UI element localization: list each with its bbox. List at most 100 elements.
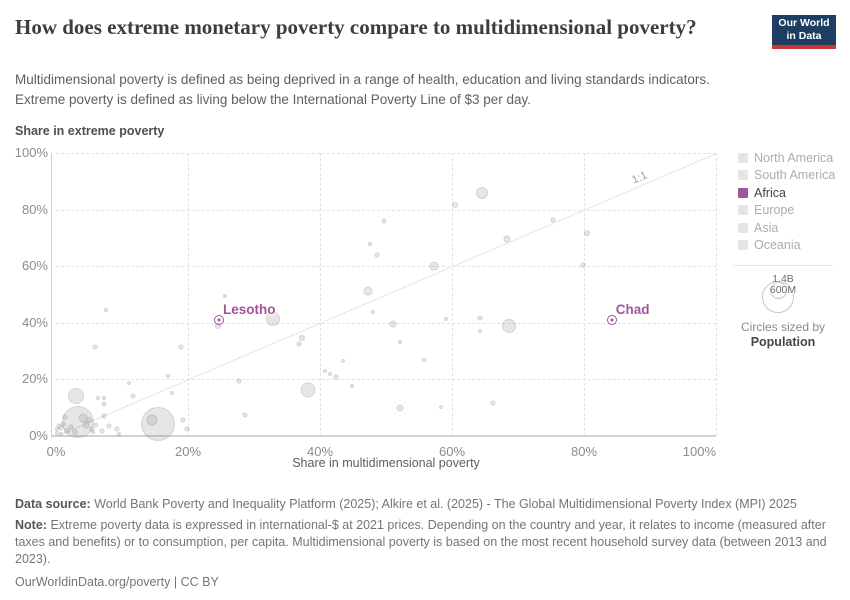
data-point[interactable] [323, 368, 328, 373]
data-point[interactable] [222, 293, 227, 298]
data-point[interactable] [477, 315, 483, 321]
data-point[interactable] [368, 241, 373, 246]
legend-item-south-america[interactable]: South America [733, 167, 845, 185]
data-point[interactable] [103, 308, 108, 313]
x-axis-line [51, 435, 716, 437]
country-label-chad[interactable]: Chad [615, 301, 650, 317]
data-point[interactable] [117, 432, 122, 437]
data-point[interactable] [381, 218, 387, 224]
note-line: Note: Extreme poverty data is expressed … [15, 518, 827, 566]
data-point[interactable] [266, 311, 281, 326]
note-label: Note: [15, 518, 47, 532]
highlighted-point-lesotho[interactable] [214, 314, 225, 325]
legend-item-asia[interactable]: Asia [733, 219, 845, 237]
data-point[interactable] [327, 372, 332, 377]
legend-label: South America [754, 168, 836, 183]
size-legend-caption-bold: Population [750, 335, 816, 349]
owid-logo-redbar [772, 45, 836, 49]
data-point[interactable] [101, 413, 107, 419]
y-gridline [56, 322, 716, 324]
data-point[interactable] [93, 422, 99, 428]
data-point[interactable] [580, 262, 586, 268]
data-point[interactable] [90, 429, 95, 434]
data-point[interactable] [86, 416, 92, 423]
data-point[interactable] [296, 341, 302, 347]
data-point[interactable] [501, 319, 516, 334]
data-point[interactable] [64, 427, 71, 434]
legend-item-europe[interactable]: Europe [733, 202, 845, 220]
data-point[interactable] [114, 426, 120, 432]
country-label-lesotho[interactable]: Lesotho [223, 301, 276, 317]
legend-item-oceania[interactable]: Oceania [733, 237, 845, 255]
data-point[interactable] [99, 428, 105, 434]
y-gridline [56, 266, 716, 268]
data-point[interactable] [503, 235, 511, 243]
data-point[interactable] [550, 217, 556, 223]
data-point[interactable] [490, 400, 496, 406]
data-point[interactable] [349, 383, 354, 388]
data-point[interactable] [478, 329, 483, 334]
data-point[interactable] [95, 396, 100, 401]
data-point[interactable] [89, 426, 95, 432]
data-point[interactable] [422, 357, 427, 362]
y-tick-label: 20% [21, 371, 48, 387]
y-tick-label: 80% [21, 201, 48, 217]
x-axis-title: Share in multidimensional poverty [292, 456, 480, 470]
data-point[interactable] [58, 432, 63, 437]
x-tick-label: 40% [306, 444, 334, 459]
data-point[interactable] [438, 404, 443, 409]
y-tick-label: 0% [29, 428, 48, 443]
data-point[interactable] [62, 414, 68, 420]
data-point[interactable] [126, 380, 131, 385]
data-source-line: Data source: World Bank Poverty and Ineq… [15, 497, 797, 511]
owid-link[interactable]: OurWorldinData.org/poverty | CC BY [15, 575, 219, 589]
legend-swatch [738, 187, 748, 198]
data-point[interactable] [178, 344, 184, 350]
data-point[interactable] [444, 317, 449, 322]
x-tick-label: 100% [682, 444, 716, 459]
data-point[interactable] [236, 378, 242, 384]
data-point[interactable] [146, 414, 158, 426]
data-point[interactable] [363, 286, 373, 296]
data-point[interactable] [475, 186, 488, 199]
data-point[interactable] [67, 388, 84, 405]
data-point[interactable] [396, 404, 404, 412]
data-point[interactable] [371, 310, 376, 315]
highlighted-point-chad[interactable] [606, 314, 617, 325]
x-gridline [716, 153, 717, 436]
data-point[interactable] [60, 421, 66, 427]
data-point[interactable] [300, 382, 316, 398]
data-point[interactable] [333, 374, 339, 380]
data-point[interactable] [180, 417, 186, 423]
data-point[interactable] [55, 427, 60, 432]
data-point[interactable] [341, 359, 346, 363]
legend: North America South America Africa Europe As… [733, 149, 845, 349]
data-point[interactable] [397, 340, 402, 345]
data-point[interactable] [68, 424, 74, 430]
data-point[interactable] [184, 426, 190, 432]
data-point[interactable] [92, 344, 98, 350]
data-point[interactable] [242, 412, 248, 418]
data-point[interactable] [299, 334, 306, 341]
data-point[interactable] [72, 429, 79, 436]
data-point[interactable] [451, 202, 458, 209]
data-point[interactable] [584, 230, 591, 237]
data-point[interactable] [374, 252, 380, 258]
data-point[interactable] [82, 421, 90, 429]
data-point[interactable] [106, 423, 112, 429]
data-point[interactable] [102, 395, 107, 400]
owid-logo[interactable]: Our World in Data [772, 15, 836, 49]
size-legend-small-circle [769, 282, 787, 299]
data-point[interactable] [101, 401, 107, 407]
data-point[interactable] [389, 320, 397, 328]
data-point[interactable] [429, 261, 439, 271]
legend-item-north-america[interactable]: North America [733, 149, 845, 167]
x-gridline [584, 153, 585, 436]
data-point[interactable] [170, 390, 175, 395]
data-point[interactable] [166, 373, 171, 378]
data-point[interactable] [141, 407, 176, 442]
data-point[interactable] [130, 393, 136, 399]
data-point[interactable] [54, 430, 59, 435]
legend-item-africa[interactable]: Africa [733, 184, 845, 202]
